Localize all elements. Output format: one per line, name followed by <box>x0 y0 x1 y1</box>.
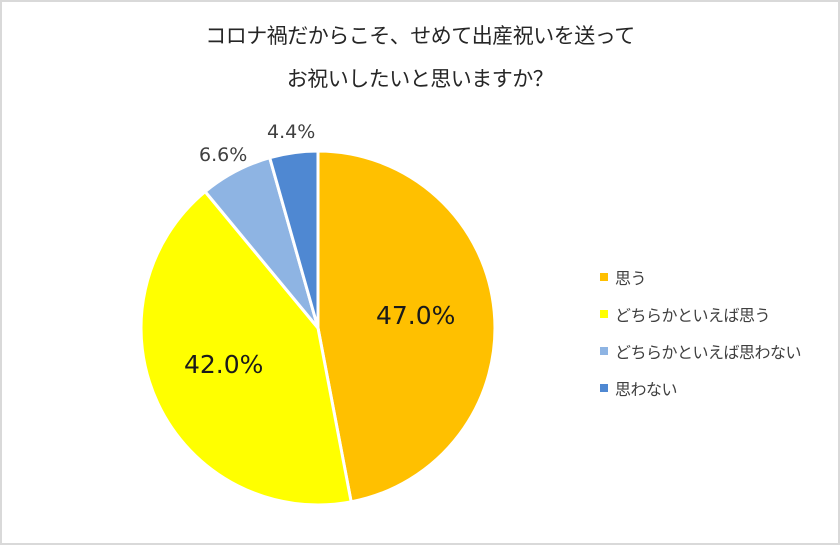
slice-dochiraka-omou <box>139 190 353 507</box>
data-label-dochiraka-omou: 42.0% <box>184 350 264 379</box>
legend-swatch-icon <box>600 272 608 281</box>
legend-swatch-icon <box>600 346 608 355</box>
legend-item-omowanai: 思わない <box>600 369 801 406</box>
slice-omowanai <box>268 149 320 330</box>
chart-title-line-2: お祝いしたいと思いますか？ <box>286 67 554 91</box>
legend-item-omou: 思う <box>600 258 801 295</box>
legend-item-dochiraka-omou: どちらかといえば思う <box>600 295 801 332</box>
data-label-omowanai: 4.4% <box>267 121 316 143</box>
legend-swatch-icon <box>600 383 608 392</box>
data-label-omou: 47.0% <box>376 301 456 330</box>
chart-title-line-1: コロナ禍だからこそ、せめて出産祝いを送って <box>205 24 635 48</box>
slice-omou <box>316 149 497 504</box>
legend-swatch-icon <box>600 309 608 318</box>
legend-item-dochiraka-omowanai: どちらかといえば思わない <box>600 332 802 369</box>
legend-label: どちらかといえば思う <box>615 305 771 325</box>
legend-label: 思わない <box>615 379 678 399</box>
legend-label: 思う <box>615 268 647 288</box>
legend-label: どちらかといえば思わない <box>615 342 802 362</box>
data-label-dochiraka-omowanai: 6.6% <box>199 144 248 166</box>
chart-legend: 思う どちらかといえば思う どちらかといえば思わない 思わない <box>600 258 802 406</box>
